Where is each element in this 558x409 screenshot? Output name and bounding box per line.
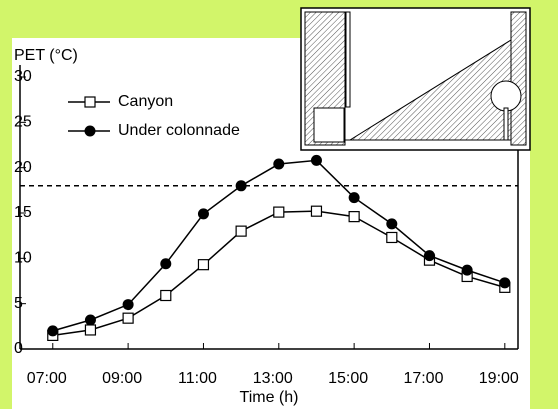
data-point — [424, 250, 435, 261]
data-point — [198, 260, 208, 270]
data-point — [499, 277, 510, 288]
data-point — [273, 159, 284, 170]
legend-label: Under colonnade — [118, 122, 240, 139]
chart: PET (°C) Time (h) 0 5 10 15 20 25 30 07:00 09:00… — [0, 0, 558, 409]
x-tick-label: 17:00 — [403, 370, 443, 387]
inset-diagram — [301, 8, 530, 150]
page: PET (°C) Time (h) 0 5 10 15 20 25 30 07:00 09:00… — [0, 0, 558, 409]
data-point — [236, 226, 246, 236]
data-point — [349, 212, 359, 222]
legend-marker — [85, 126, 96, 137]
y-tick-label: 20 — [14, 159, 32, 176]
y-tick-label: 5 — [14, 295, 23, 312]
data-point — [311, 155, 322, 166]
y-tick-label: 30 — [14, 68, 32, 85]
data-point — [123, 313, 133, 323]
x-tick-label: 19:00 — [479, 370, 519, 387]
data-point — [386, 218, 397, 229]
data-point — [160, 258, 171, 269]
y-tick-label: 15 — [14, 204, 32, 221]
data-point — [387, 232, 397, 242]
data-point — [85, 325, 95, 335]
x-tick-label: 15:00 — [328, 370, 368, 387]
y-tick-label: 0 — [14, 340, 23, 357]
y-tick-label: 10 — [14, 250, 32, 267]
legend-marker — [85, 97, 95, 107]
x-tick-label: 11:00 — [178, 370, 217, 387]
data-point — [349, 192, 360, 203]
y-tick-label: 25 — [14, 114, 32, 131]
data-point — [236, 180, 247, 191]
data-point — [462, 265, 473, 276]
x-tick-label: 07:00 — [27, 370, 67, 387]
x-tick-label: 13:00 — [253, 370, 293, 387]
x-axis-label: Time (h) — [240, 389, 299, 406]
y-axis-label: PET (°C) — [14, 47, 78, 64]
data-point — [47, 325, 58, 336]
data-point — [85, 314, 96, 325]
data-point — [123, 299, 134, 310]
data-point — [311, 206, 321, 216]
data-point — [161, 291, 171, 301]
legend-label: Canyon — [118, 93, 173, 110]
x-tick-label: 09:00 — [102, 370, 142, 387]
data-point — [198, 208, 209, 219]
data-point — [274, 207, 284, 217]
